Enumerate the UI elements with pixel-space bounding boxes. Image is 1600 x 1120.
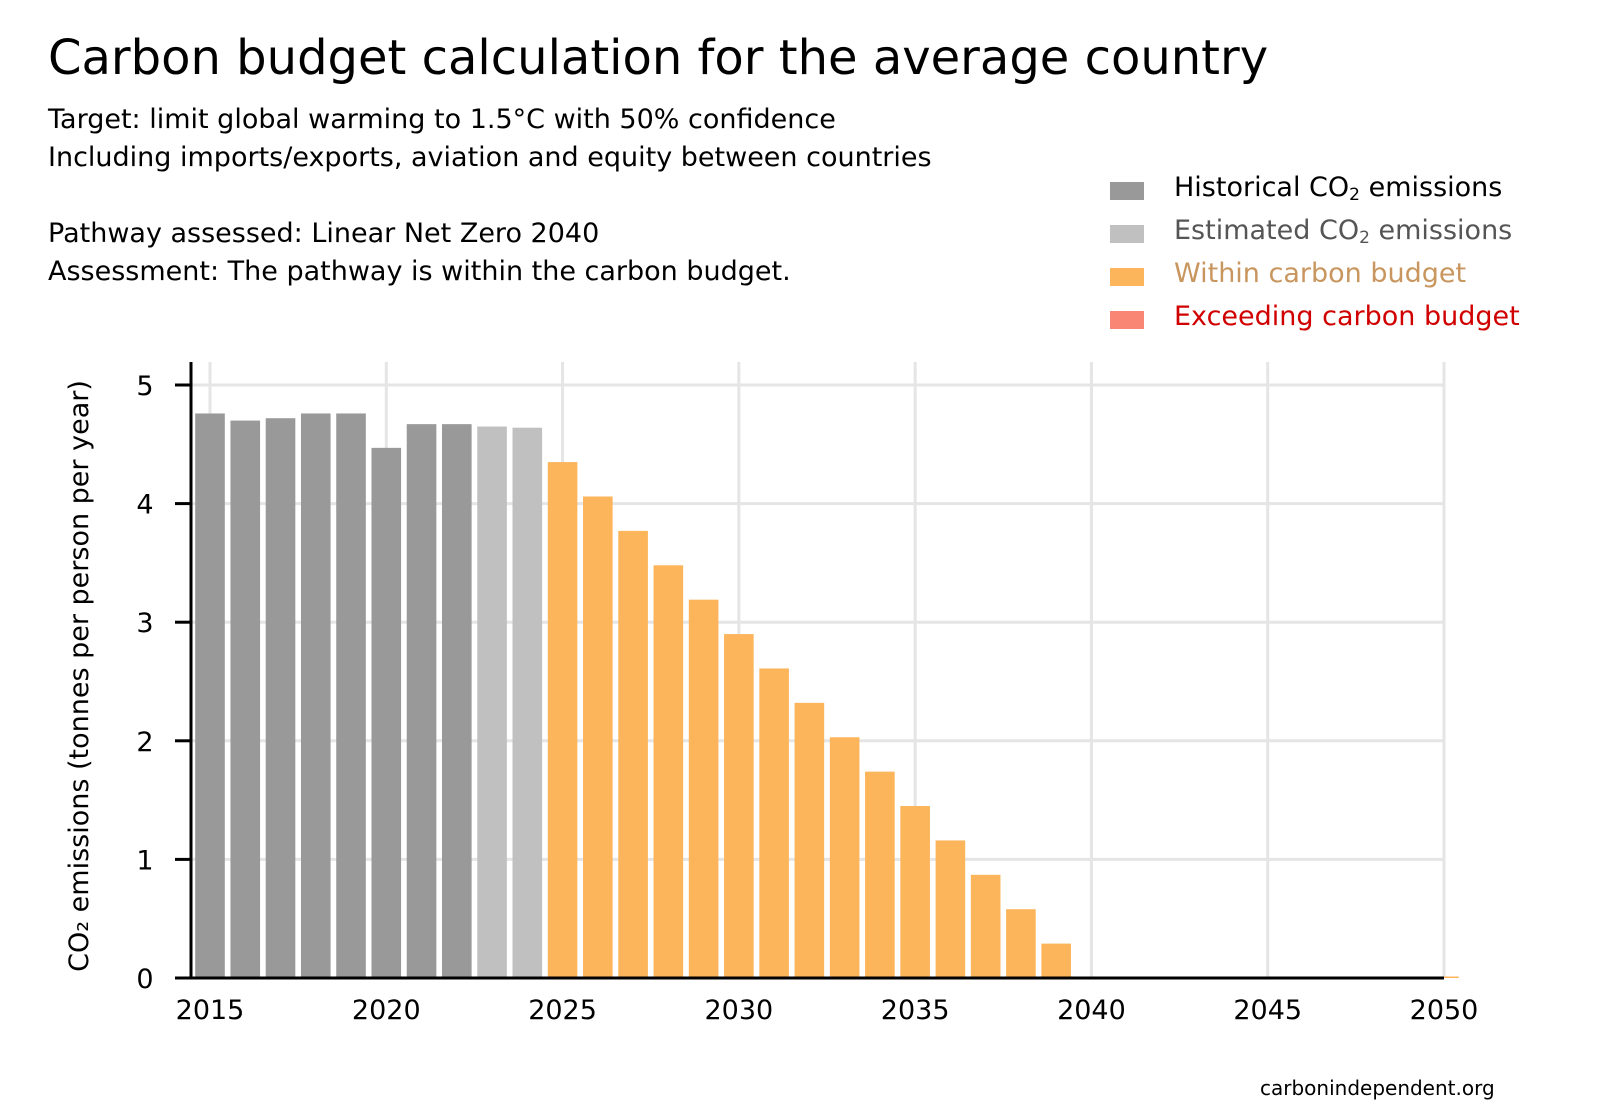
- x-tick-label-2015: 2015: [176, 995, 245, 1026]
- bars: [195, 413, 1459, 979]
- bar-2029: [688, 599, 719, 978]
- y-axis-label: CO₂ emissions (tonnes per person per yea…: [64, 380, 95, 972]
- bar-2022: [441, 424, 472, 978]
- bar-2036: [935, 840, 966, 978]
- x-tick-label-2050: 2050: [1410, 995, 1479, 1026]
- bar-2032: [794, 702, 825, 978]
- bar-2033: [829, 737, 860, 978]
- subtitle-assessment: Assessment: The pathway is within the ca…: [48, 256, 791, 287]
- bar-2037: [970, 874, 1001, 978]
- y-tick-label-2: 2: [136, 727, 153, 758]
- bar-2015: [195, 413, 225, 978]
- bar-2019: [336, 413, 366, 978]
- bar-2020: [371, 447, 402, 978]
- bar-2038: [1006, 909, 1036, 978]
- legend-label-within-budget: Within carbon budget: [1174, 258, 1467, 289]
- subtitle-scope: Including imports/exports, aviation and …: [48, 142, 932, 173]
- x-tick-label-2040: 2040: [1057, 995, 1126, 1026]
- tick-labels: 0 1 2 3 4 5 2015 2020 2025 2030 2035 2040 2045 2050: [136, 371, 1478, 1026]
- bar-2017: [265, 418, 296, 978]
- bar-2027: [618, 530, 648, 978]
- bar-2018: [300, 413, 331, 978]
- bar-2034: [865, 771, 895, 978]
- chart-title: Carbon budget calculation for the averag…: [48, 30, 1269, 86]
- legend-label-historical: Historical CO2 emissions: [1174, 172, 1503, 205]
- legend-swatch-exceeding-budget: [1110, 311, 1144, 329]
- bar-2021: [406, 424, 437, 978]
- axes: [175, 362, 1444, 980]
- legend-swatch-estimated: [1110, 225, 1144, 243]
- bar-2039: [1041, 943, 1071, 978]
- y-tick-label-1: 1: [136, 845, 153, 876]
- legend-swatch-historical: [1110, 182, 1144, 200]
- bar-2035: [900, 806, 930, 978]
- bar-2026: [583, 496, 613, 978]
- y-tick-label-5: 5: [136, 371, 153, 402]
- y-tick-label-4: 4: [136, 490, 153, 521]
- bar-2016: [230, 420, 261, 979]
- subtitle-pathway: Pathway assessed: Linear Net Zero 2040: [48, 218, 600, 249]
- bar-2030: [724, 634, 754, 978]
- x-tick-label-2030: 2030: [704, 995, 773, 1026]
- legend-label-exceeding-budget: Exceeding carbon budget: [1174, 301, 1520, 332]
- bar-2023: [477, 426, 507, 978]
- x-tick-label-2020: 2020: [352, 995, 421, 1026]
- y-tick-label-3: 3: [136, 608, 153, 639]
- x-tick-label-2025: 2025: [528, 995, 597, 1026]
- bar-2024: [512, 427, 543, 978]
- bar-2028: [653, 565, 684, 978]
- x-tick-label-2035: 2035: [881, 995, 950, 1026]
- legend-swatch-within-budget: [1110, 268, 1144, 286]
- source-credit: carbonindependent.org: [1260, 1076, 1495, 1100]
- bar-2025: [547, 462, 578, 979]
- legend-label-estimated: Estimated CO2 emissions: [1174, 215, 1513, 248]
- subtitle-target: Target: limit global warming to 1.5°C wi…: [48, 104, 836, 135]
- y-tick-label-0: 0: [136, 964, 153, 995]
- bar-2031: [759, 668, 789, 978]
- x-tick-label-2045: 2045: [1233, 995, 1302, 1026]
